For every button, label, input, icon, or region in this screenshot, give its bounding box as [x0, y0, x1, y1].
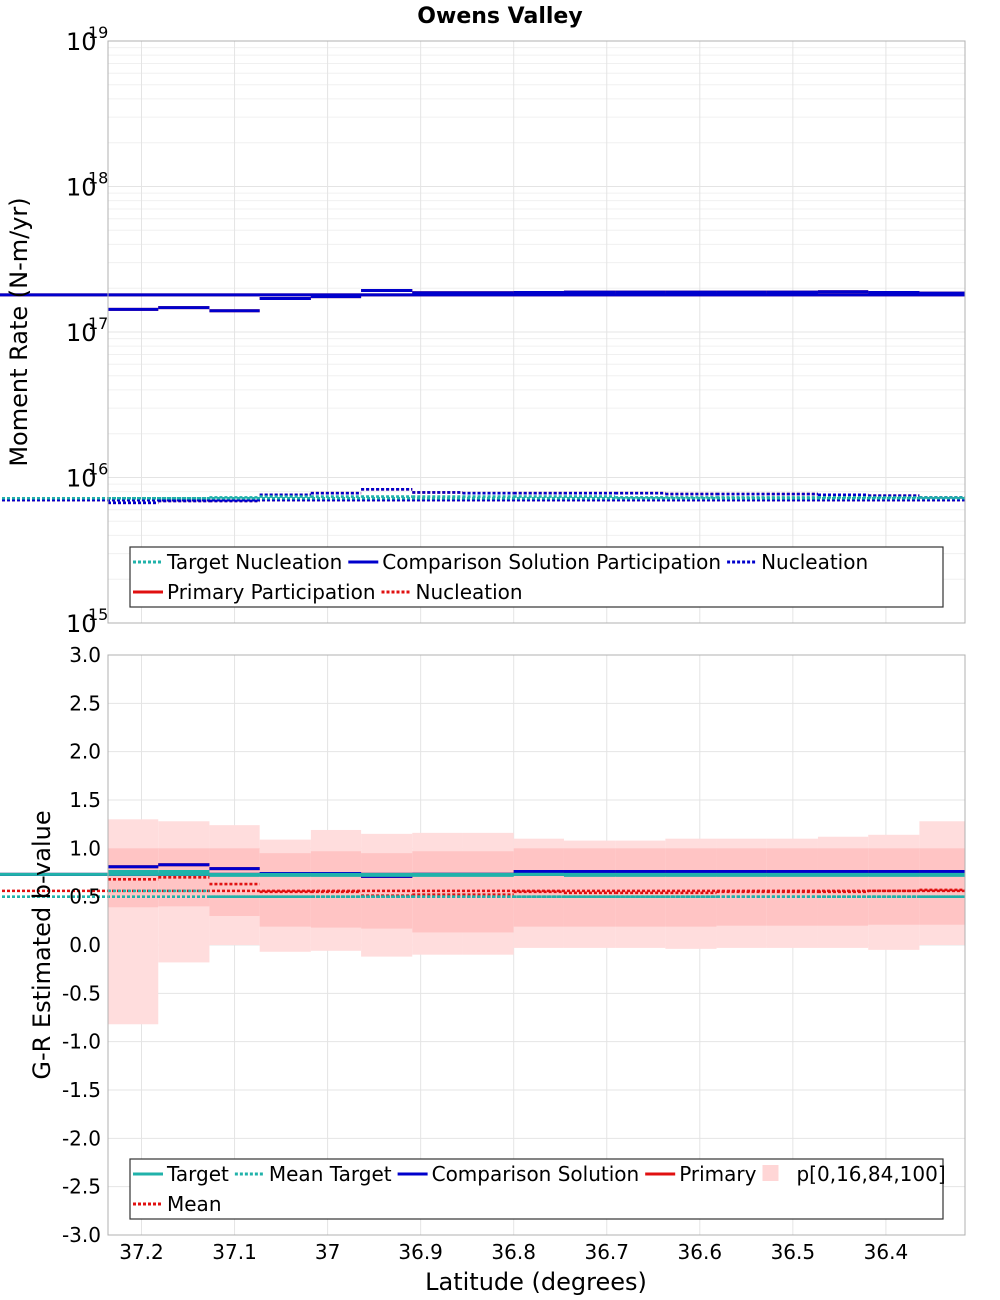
- legend-entry: Target: [133, 1162, 229, 1186]
- log-tick-base: 10: [66, 465, 97, 493]
- legend-label: Primary Participation: [167, 580, 376, 604]
- b-value-y-axis-label: G-R Estimated b-value: [28, 810, 56, 1079]
- log-tick-exponent: 19: [88, 23, 108, 42]
- latitude-x-ticks: 37.2 37.1 37 36.9 36.8 36.7 36.6 36.5 36.4: [119, 1240, 908, 1264]
- moment-rate-y-axis-label: Moment Rate (N-m/yr): [5, 197, 33, 466]
- band-p16-p84: [513, 848, 564, 927]
- legend-label: Target: [166, 1162, 229, 1186]
- x-tick-label: 36.7: [584, 1240, 629, 1264]
- series-mean-target-bvalue: [0, 889, 965, 898]
- b-value-y-tick-label: 2.0: [69, 740, 101, 764]
- legend-label: Comparison Solution: [432, 1162, 640, 1186]
- legend-label: Mean: [167, 1192, 222, 1216]
- legend-entry: Primary: [645, 1162, 757, 1186]
- legend-entry: Mean Target: [234, 1162, 392, 1186]
- x-tick-label: 37.2: [119, 1240, 164, 1264]
- b-value-series: [0, 863, 965, 898]
- legend-label: Target Nucleation: [166, 550, 342, 574]
- legend-swatch: [762, 1165, 779, 1181]
- band-p16-p84: [919, 848, 965, 925]
- x-tick-label: 36.8: [491, 1240, 536, 1264]
- legend-label: Mean Target: [269, 1162, 392, 1186]
- b-value-y-tick-label: -0.5: [62, 981, 101, 1005]
- x-axis-label: Latitude (degrees): [425, 1268, 647, 1296]
- b-value-y-tick-label: -1.5: [62, 1078, 101, 1102]
- band-p16-p84: [716, 848, 767, 926]
- band-p16-p84: [665, 848, 717, 927]
- log-tick-exponent: 18: [88, 169, 108, 188]
- moment-rate-plot-frame: [107, 40, 966, 624]
- b-value-y-tick-label: -3.0: [62, 1223, 101, 1247]
- b-value-y-tick-label: 0.5: [69, 885, 101, 909]
- legend-entry: Comparison Solution Participation: [348, 550, 721, 574]
- b-value-legend: Target Mean Target Comparison Solution Prim…: [129, 1158, 946, 1220]
- x-tick-label: 37: [315, 1240, 340, 1264]
- chart-title: Owens Valley: [417, 4, 582, 29]
- band-p16-p84: [868, 848, 920, 925]
- legend-entry: p[0,16,84,100]: [762, 1162, 946, 1186]
- b-value-y-tick-label: -1.0: [62, 1030, 101, 1054]
- log-tick-exponent: 15: [88, 605, 108, 624]
- series-target-nucleation-moment: [0, 495, 965, 500]
- b-value-y-ticks: 3.0 2.5 2.0 1.5 1.0 0.5 0.0 -0.5 -1.0 -1.5 -2.0 -2.…: [62, 643, 101, 1247]
- log-tick-base: 10: [66, 28, 97, 56]
- log-tick-base: 10: [66, 610, 97, 638]
- legend-label: Nucleation: [761, 550, 868, 574]
- legend-box: [129, 1158, 944, 1220]
- legend-label: Nucleation: [416, 580, 523, 604]
- x-tick-label: 36.4: [864, 1240, 909, 1264]
- band-p16-p84: [615, 848, 666, 927]
- b-value-y-tick-label: 0.0: [69, 933, 101, 957]
- b-value-plot-frame: [107, 654, 966, 1236]
- b-value-y-tick-label: -2.0: [62, 1126, 101, 1150]
- series-target-bvalue: [0, 870, 965, 877]
- moment-rate-legend: Target Nucleation Comparison Solution Par…: [129, 546, 944, 608]
- log-tick-base: 10: [66, 319, 97, 347]
- b-value-y-tick-label: 2.5: [69, 691, 101, 715]
- band-p16-p84: [108, 848, 159, 908]
- legend-label: Primary: [679, 1162, 756, 1186]
- band-p16-p84: [563, 848, 616, 927]
- b-value-percentile-bands: [108, 819, 965, 1025]
- legend-entry: Nucleation: [727, 550, 868, 574]
- legend-entry: Target Nucleation: [133, 550, 342, 574]
- moment-rate-series: [0, 288, 965, 505]
- b-value-y-tick-label: 3.0: [69, 643, 101, 667]
- b-value-y-tick-label: 1.5: [69, 788, 101, 812]
- log-tick-base: 10: [66, 174, 97, 202]
- series-nucleation-moment: [0, 487, 965, 505]
- x-tick-label: 36.6: [678, 1240, 723, 1264]
- x-tick-label: 36.9: [398, 1240, 443, 1264]
- legend-entry: Nucleation: [381, 580, 523, 604]
- legend-entry: Comparison Solution: [397, 1162, 640, 1186]
- moment-rate-grid: [108, 40, 965, 624]
- band-p16-p84: [310, 851, 362, 928]
- band-p16-p84: [766, 848, 818, 926]
- legend-label: Comparison Solution Participation: [382, 550, 721, 574]
- b-value-y-tick-label: 1.0: [69, 836, 101, 860]
- legend-entry: Primary Participation: [133, 580, 376, 604]
- log-tick-exponent: 17: [88, 314, 108, 333]
- band-p16-p84: [817, 848, 869, 926]
- log-tick-exponent: 16: [88, 460, 108, 479]
- series-comparison-solution-participation-moment: [0, 288, 965, 313]
- legend-label: p[0,16,84,100]: [796, 1162, 945, 1186]
- legend-entry: Mean: [133, 1192, 222, 1216]
- b-value-panel: 3.0 2.5 2.0 1.5 1.0 0.5 0.0 -0.5 -1.0 -1.5 -2.0 -2.…: [0, 643, 966, 1247]
- x-tick-label: 37.1: [212, 1240, 257, 1264]
- band-p16-p84: [209, 848, 260, 916]
- b-value-y-tick-label: -2.5: [62, 1175, 101, 1199]
- x-tick-label: 36.5: [771, 1240, 816, 1264]
- legend-box: [129, 546, 944, 608]
